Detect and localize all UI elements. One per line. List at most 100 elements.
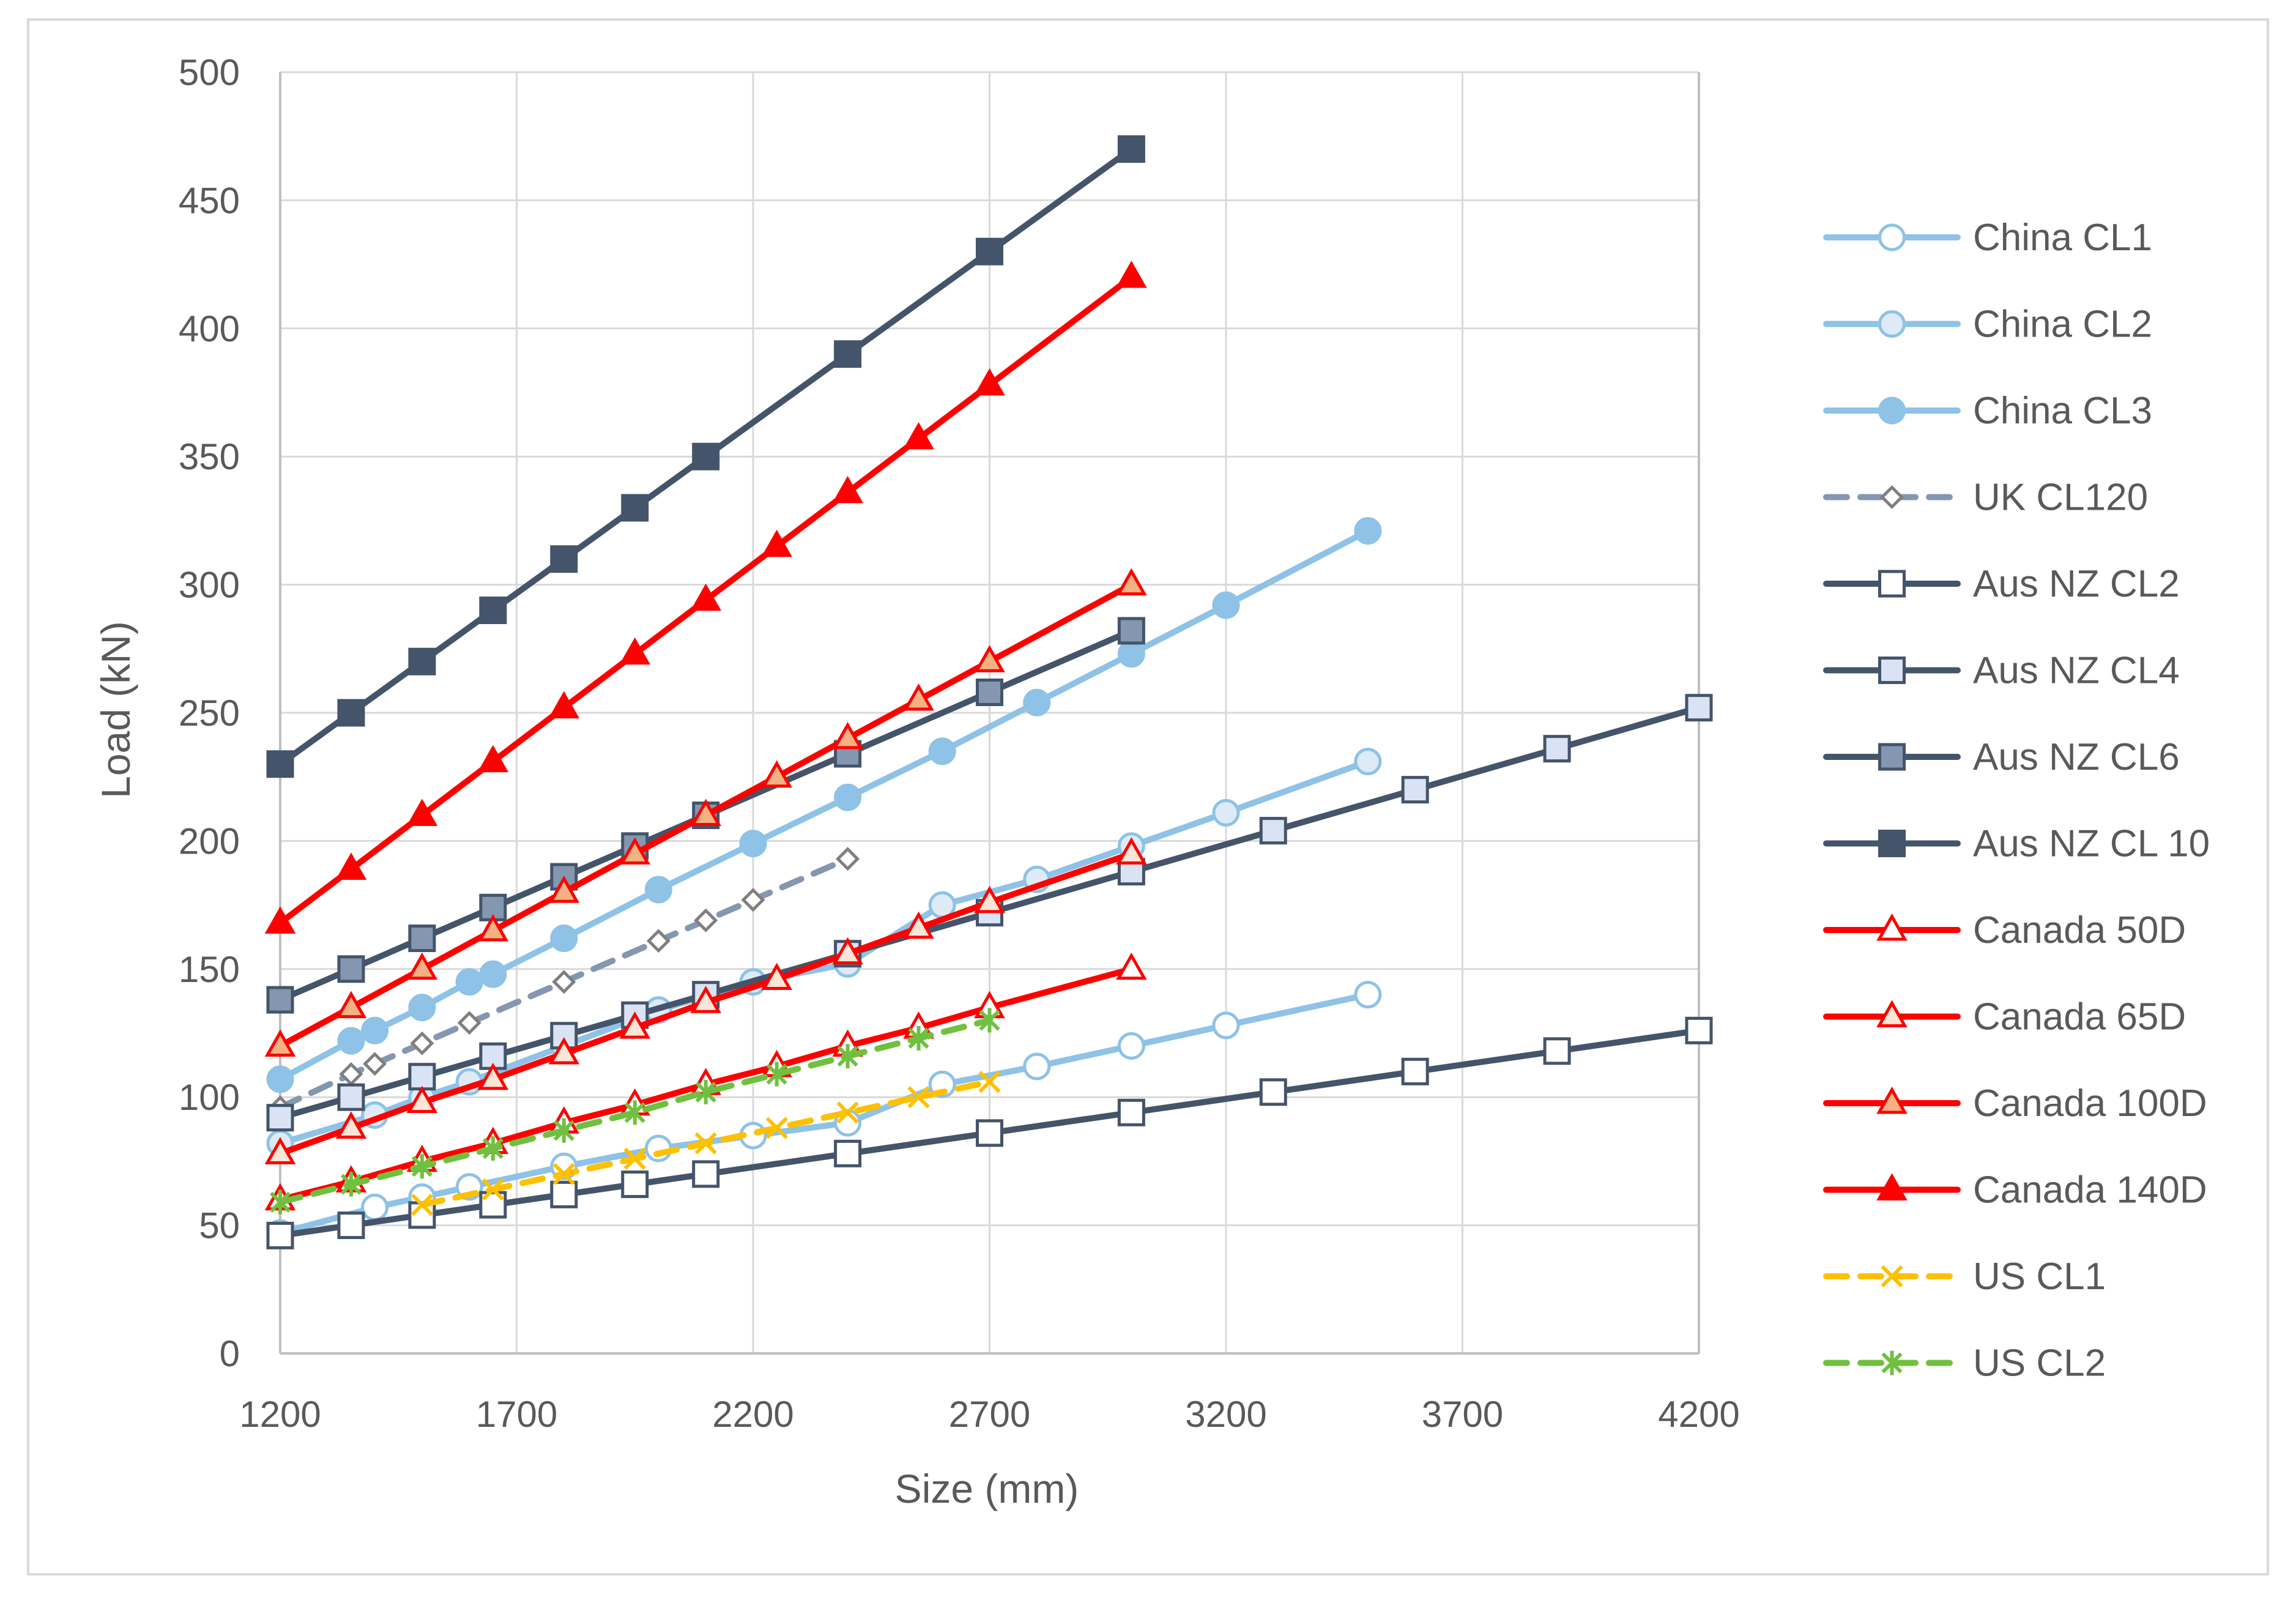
legend-entry-us-cl1: US CL1 <box>1823 1256 2106 1298</box>
data-point <box>765 1117 788 1139</box>
data-point <box>1259 817 1287 845</box>
data-point <box>624 1100 645 1125</box>
data-point <box>976 678 1003 706</box>
series-line <box>277 628 1135 1003</box>
series-line <box>277 855 851 1111</box>
series-uk-cl120 <box>268 847 860 1120</box>
legend-label: Canada 65D <box>1973 996 2186 1038</box>
y-tick-label: 400 <box>179 308 240 349</box>
data-point <box>1116 952 1147 980</box>
series-layer <box>264 135 1713 1249</box>
legend-swatch-marker <box>1878 396 1906 425</box>
data-point <box>1117 1032 1145 1060</box>
data-point <box>1401 776 1429 804</box>
data-point <box>1685 694 1713 722</box>
y-axis-title: Load (kN) <box>93 621 138 798</box>
data-point <box>837 1044 858 1069</box>
data-point <box>619 837 651 865</box>
data-point <box>266 1104 294 1132</box>
legend-entry-canada-100d: Canada 100D <box>1823 1082 2207 1125</box>
data-point <box>903 911 934 939</box>
x-tick-label: 2200 <box>712 1394 793 1435</box>
data-point <box>335 852 367 880</box>
data-point <box>1023 1052 1051 1081</box>
data-point <box>552 1163 575 1185</box>
data-point <box>979 1008 1000 1033</box>
legend-entry-canada-65d: Canada 65D <box>1823 996 2186 1038</box>
legend-swatch-marker <box>1879 485 1904 510</box>
data-point <box>644 876 672 904</box>
data-point <box>406 798 438 827</box>
data-point <box>550 545 578 573</box>
data-point <box>761 529 792 557</box>
data-point <box>621 494 649 522</box>
data-point <box>455 968 483 996</box>
legend-label: China CL3 <box>1973 390 2152 432</box>
data-point <box>477 913 509 942</box>
data-point <box>619 1011 651 1039</box>
legend-label: Canada 100D <box>1973 1082 2207 1125</box>
data-point <box>908 1025 929 1051</box>
data-point <box>1685 1016 1713 1044</box>
data-point <box>406 952 438 980</box>
series-line <box>277 966 1135 1203</box>
x-tick-label: 1200 <box>239 1394 321 1435</box>
x-tick-label: 3200 <box>1185 1394 1266 1435</box>
data-point <box>836 1101 859 1124</box>
data-point <box>834 340 862 368</box>
legend-swatch-marker <box>1881 1265 1903 1288</box>
data-point <box>408 925 436 953</box>
legend-entry-china-cl1: China CL1 <box>1823 217 2152 259</box>
series-line <box>277 758 1371 1147</box>
data-point <box>741 888 765 912</box>
legend-entry-aus-nz-cl-10: Aus NZ CL 10 <box>1823 823 2210 865</box>
y-tick-label: 350 <box>179 436 240 477</box>
data-point <box>1212 591 1240 619</box>
series-us-cl2 <box>269 1008 1000 1215</box>
series-aus-nz-cl2 <box>266 1016 1713 1249</box>
y-tick-label: 50 <box>199 1205 240 1246</box>
data-point <box>361 1016 389 1044</box>
legend-label: Aus NZ CL2 <box>1973 563 2180 605</box>
data-point <box>408 1063 436 1091</box>
data-point <box>1023 688 1051 716</box>
legend: China CL1 China CL2 China CL3 UK CL120 Aus N… <box>1823 217 2210 1385</box>
data-point <box>340 1172 362 1197</box>
data-point <box>1212 1011 1240 1040</box>
data-point <box>1212 798 1240 827</box>
series-china-cl3 <box>266 517 1382 1093</box>
data-point <box>337 699 365 727</box>
data-point <box>1117 1098 1145 1126</box>
legend-label: UK CL120 <box>1973 477 2148 519</box>
data-point <box>335 1111 367 1139</box>
chart-frame <box>27 18 2269 1576</box>
legend-entry-aus-nz-cl4: Aus NZ CL4 <box>1823 650 2180 692</box>
legend-swatch-marker <box>1876 1000 1908 1027</box>
series-line <box>277 146 1135 767</box>
data-point <box>411 1154 433 1179</box>
data-point <box>974 645 1005 672</box>
y-tick-label: 200 <box>179 820 240 861</box>
legend-swatch-marker <box>1876 913 1908 941</box>
data-point <box>269 1189 291 1215</box>
data-point <box>482 1136 503 1161</box>
legend-swatch-marker <box>1876 1086 1908 1114</box>
data-point <box>408 647 436 675</box>
data-point <box>548 876 580 903</box>
data-point <box>1354 981 1382 1009</box>
data-point <box>361 1193 389 1221</box>
data-point <box>1354 748 1382 776</box>
legend-swatch-marker <box>1876 1173 1908 1200</box>
data-point <box>834 783 862 811</box>
series-china-cl1 <box>266 981 1382 1247</box>
data-point <box>1116 260 1147 288</box>
legend-label: US CL2 <box>1973 1342 2106 1385</box>
data-point <box>406 1085 438 1114</box>
data-point <box>477 745 509 773</box>
x-tick-labels: 1200 1700 2200 2700 3200 3700 4200 <box>239 1394 1739 1435</box>
data-point <box>264 1137 296 1164</box>
data-point <box>548 1036 580 1065</box>
data-point <box>550 1180 578 1208</box>
data-point <box>339 1062 363 1087</box>
